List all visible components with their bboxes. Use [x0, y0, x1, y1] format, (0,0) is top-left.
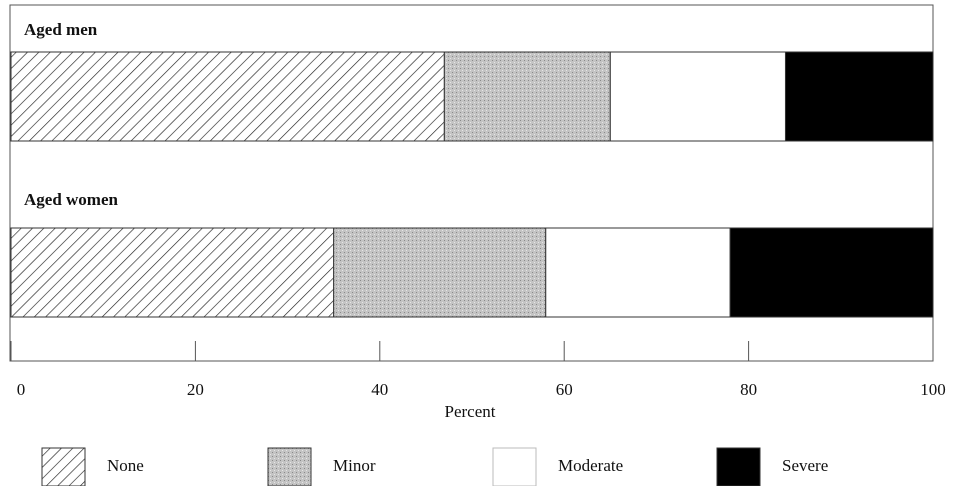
bar-aged-women-none — [10, 227, 335, 318]
x-ticks-layer: 0 20 40 60 80 100 — [10, 341, 946, 399]
bar-aged-men-moderate — [609, 51, 786, 142]
group-labels-layer: Aged men Aged women — [24, 20, 119, 209]
legend-label-moderate: Moderate — [558, 456, 623, 475]
x-tick-label-0: 0 — [17, 380, 26, 399]
legend-label-minor: Minor — [333, 456, 376, 475]
bars-layer — [10, 51, 934, 318]
group-label-aged-men: Aged men — [24, 20, 98, 39]
bar-aged-women-severe — [729, 227, 934, 318]
x-tick-label-20: 20 — [187, 380, 204, 399]
bar-aged-men-none — [10, 51, 445, 142]
x-tick-label-60: 60 — [556, 380, 573, 399]
bar-aged-men-minor — [443, 51, 611, 142]
bar-aged-men-severe — [784, 51, 934, 142]
plot-frame — [9, 4, 934, 362]
bar-aged-women-moderate — [545, 227, 731, 318]
legend-swatch-none — [41, 447, 86, 486]
legend: None Minor Moderate Severe — [41, 447, 828, 486]
legend-label-severe: Severe — [782, 456, 828, 475]
legend-label-none: None — [107, 456, 144, 475]
legend-swatch-moderate — [492, 447, 537, 486]
x-axis-title: Percent — [445, 402, 496, 421]
group-label-aged-women: Aged women — [24, 190, 119, 209]
x-tick-label-80: 80 — [740, 380, 757, 399]
x-tick-label-100: 100 — [920, 380, 946, 399]
legend-swatch-minor — [267, 447, 312, 486]
x-tick-label-40: 40 — [371, 380, 388, 399]
legend-swatch-severe — [716, 447, 761, 486]
bar-aged-women-minor — [333, 227, 547, 318]
